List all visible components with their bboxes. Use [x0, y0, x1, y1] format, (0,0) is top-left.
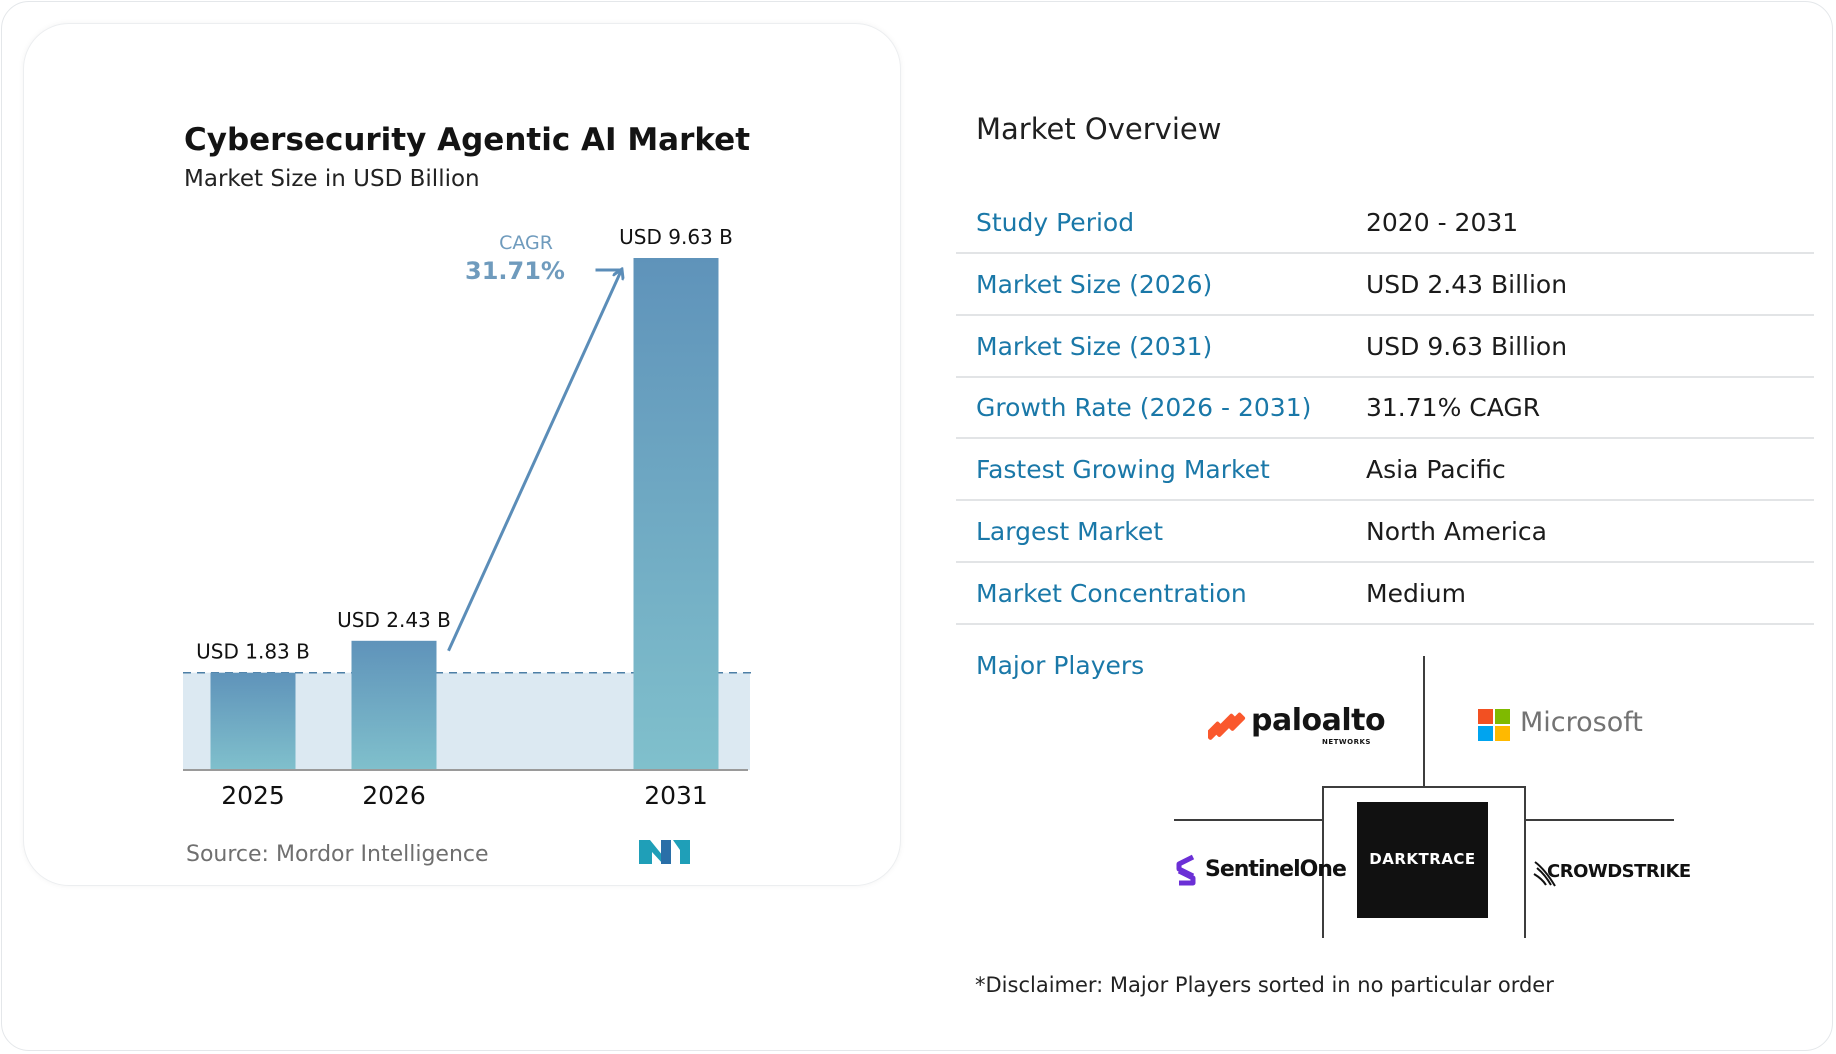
overview-row-value: Medium	[1366, 579, 1466, 608]
sentinelone-mark-icon	[1176, 854, 1196, 886]
overview-row-label: Market Size (2031)	[976, 332, 1213, 361]
overview-row-value: USD 9.63 Billion	[1366, 332, 1568, 361]
bar-chart: USD 1.83 B 2025 USD 2.43 B 2026 USD 9.63 B 20…	[183, 225, 752, 810]
overview-row-label: Market Size (2026)	[976, 270, 1213, 299]
disclaimer: *Disclaimer: Major Players sorted in no …	[975, 973, 1554, 997]
crowdstrike-falcon-icon	[1533, 861, 1556, 887]
overview-row: Largest Market North America	[956, 501, 1814, 563]
sentinelone-name: SentinelOne	[1205, 857, 1347, 882]
cagr-value: 31.71%	[465, 257, 565, 285]
microsoft-squares-icon	[1478, 709, 1510, 741]
tick-label-2026: 2026	[362, 781, 426, 810]
data-label-2025: USD 1.83 B	[196, 640, 310, 664]
cagr-label: CAGR	[499, 232, 553, 254]
overview-row: Growth Rate (2026 - 2031) 31.71% CAGR	[956, 377, 1814, 439]
overview-row: Market Size (2031) USD 9.63 Billion	[956, 316, 1814, 378]
bar-2031	[633, 258, 719, 770]
darktrace-name: DARKTRACE	[1369, 850, 1476, 868]
grid-divider	[1322, 786, 1526, 788]
cagr-arrow	[447, 270, 622, 652]
overview-row-label: Study Period	[976, 208, 1135, 237]
overview-row: Study Period 2020 - 2031	[956, 192, 1814, 254]
overview-row-value: North America	[1366, 517, 1547, 546]
overview-row-label: Largest Market	[976, 517, 1164, 546]
grid-divider	[1322, 786, 1324, 938]
mordor-logo-icon	[639, 840, 690, 864]
overview-row: Market Concentration Medium	[956, 563, 1814, 625]
overview-row: Fastest Growing Market Asia Pacific	[956, 439, 1814, 501]
overview-row-value: 31.71% CAGR	[1366, 393, 1541, 422]
overview-row: Market Size (2026) USD 2.43 Billion	[956, 254, 1814, 316]
paloalto-sub: NETWORKS	[1322, 738, 1371, 746]
overview-row-value: USD 2.43 Billion	[1366, 270, 1568, 299]
overview-row-value: Asia Pacific	[1366, 455, 1506, 484]
grid-divider	[1174, 819, 1322, 821]
overview-row-label: Fastest Growing Market	[976, 455, 1270, 484]
major-players-label: Major Players	[976, 651, 1145, 680]
overview-row-label: Market Concentration	[976, 579, 1247, 608]
bar-2026	[351, 640, 437, 770]
microsoft-name: Microsoft	[1520, 707, 1643, 738]
darktrace-logo: DARKTRACE	[1357, 802, 1488, 918]
chart-title: Cybersecurity Agentic AI Market	[184, 122, 751, 158]
tick-label-2025: 2025	[221, 781, 285, 810]
data-label-2026: USD 2.43 B	[337, 608, 451, 632]
overview-row-label: Growth Rate (2026 - 2031)	[976, 393, 1312, 422]
grid-divider	[1526, 819, 1674, 821]
data-label-2031: USD 9.63 B	[619, 225, 733, 249]
source-text: Source: Mordor Intelligence	[186, 842, 489, 867]
grid-divider	[1423, 656, 1425, 786]
overview-row-value: 2020 - 2031	[1366, 208, 1519, 237]
chart-subtitle: Market Size in USD Billion	[184, 166, 480, 192]
crowdstrike-name: CROWDSTRIKE	[1547, 861, 1691, 882]
grid-divider	[1524, 786, 1526, 938]
bar-2025	[210, 672, 296, 770]
tick-label-2031: 2031	[644, 781, 708, 810]
paloalto-mark-icon	[1208, 712, 1246, 740]
overview-title: Market Overview	[976, 112, 1222, 146]
paloalto-name: paloalto	[1251, 703, 1386, 738]
